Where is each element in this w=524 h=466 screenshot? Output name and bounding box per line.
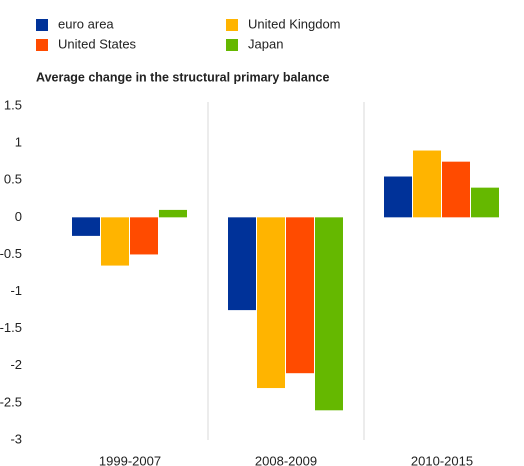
bar <box>286 217 314 374</box>
bar <box>413 150 441 218</box>
y-tick-label: 0.5 <box>4 172 22 187</box>
chart-title: Average change in the structural primary… <box>36 70 329 84</box>
y-tick-label: -3 <box>10 431 22 446</box>
y-tick-label: -0.5 <box>0 246 22 261</box>
bar <box>384 176 412 218</box>
legend-label: United States <box>58 36 137 51</box>
x-tick-label: 1999-2007 <box>99 453 161 466</box>
legend-label: Japan <box>248 36 283 51</box>
legend-label: euro area <box>58 16 114 31</box>
bar <box>159 209 187 218</box>
x-tick-label: 2008-2009 <box>255 453 317 466</box>
legend-swatch <box>226 39 238 51</box>
bar <box>101 217 129 266</box>
y-tick-label: -2 <box>10 357 22 372</box>
legend-label: United Kingdom <box>248 16 341 31</box>
bar <box>257 217 285 389</box>
legend-swatch <box>36 39 48 51</box>
bar <box>471 187 499 218</box>
y-tick-label: -1 <box>10 283 22 298</box>
y-tick-label: 0 <box>15 209 22 224</box>
bar <box>228 217 256 311</box>
bar <box>72 217 100 236</box>
bar <box>442 161 470 218</box>
bar <box>315 217 343 411</box>
legend-swatch <box>226 19 238 31</box>
y-tick-label: -2.5 <box>0 394 22 409</box>
y-tick-label: 1.5 <box>4 97 22 112</box>
x-tick-label: 2010-2015 <box>411 453 473 466</box>
y-tick-label: -1.5 <box>0 320 22 335</box>
legend-swatch <box>36 19 48 31</box>
y-tick-label: 1 <box>15 135 22 150</box>
bar <box>130 217 158 255</box>
